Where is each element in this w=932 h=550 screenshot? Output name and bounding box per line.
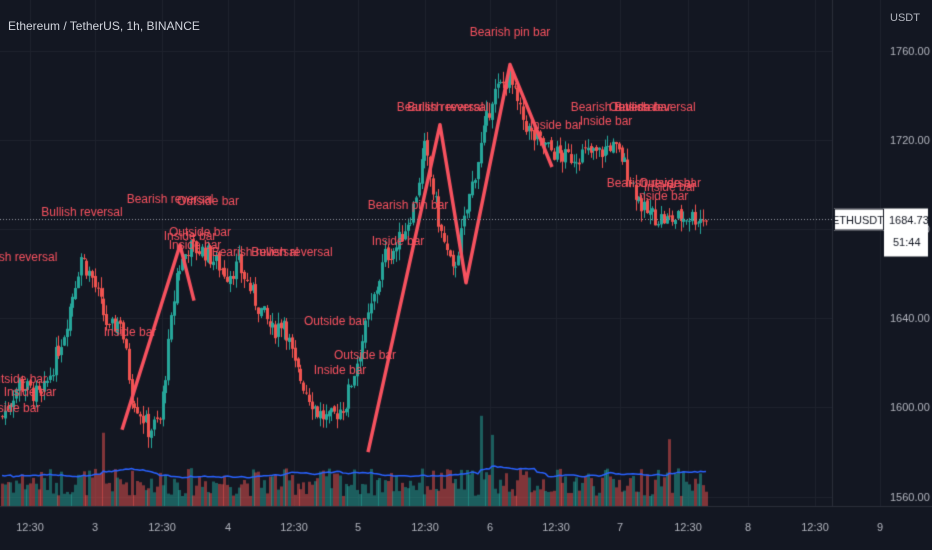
chart-title: Ethereum / TetherUS, 1h, BINANCE (8, 19, 200, 33)
currency-label: USDT (890, 12, 920, 24)
